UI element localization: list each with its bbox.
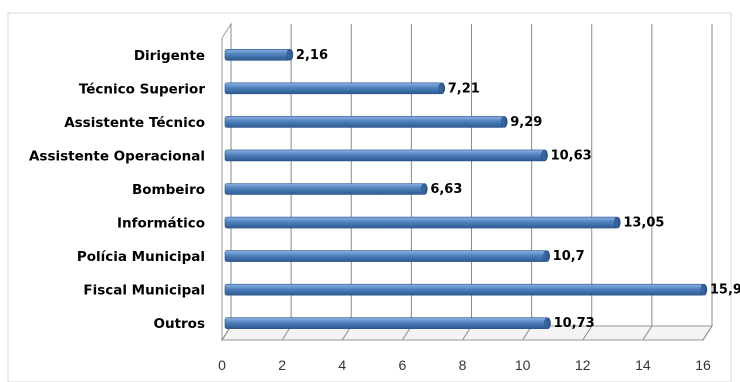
data-label: 7,21 xyxy=(448,81,480,96)
data-label: 10,73 xyxy=(554,316,595,331)
bar xyxy=(224,149,545,162)
x-tick-label: 16 xyxy=(695,357,711,373)
bar-end-cap xyxy=(286,48,294,61)
category-label: Bombeiro xyxy=(132,182,205,198)
x-tick-label: 12 xyxy=(575,357,591,373)
x-tick-label: 0 xyxy=(218,357,226,373)
gridline-floor xyxy=(642,325,653,341)
bar xyxy=(224,317,548,330)
bar xyxy=(224,48,291,61)
bar-end-cap xyxy=(541,149,548,162)
x-tick-label: 10 xyxy=(515,357,531,373)
bar-end-cap xyxy=(421,183,428,195)
bar-end-cap xyxy=(700,283,708,296)
category-label: Informático xyxy=(117,216,205,232)
x-tick-label: 8 xyxy=(459,357,467,373)
bar xyxy=(224,82,443,95)
category-label: Assistente Técnico xyxy=(64,115,205,131)
data-label: 2,16 xyxy=(296,48,328,63)
data-label: 13,05 xyxy=(623,216,664,231)
x-tick-label: 4 xyxy=(338,357,346,373)
x-tick-label: 14 xyxy=(635,357,651,373)
category-label: Assistente Operacional xyxy=(29,148,205,164)
category-label: Dirigente xyxy=(134,48,205,64)
category-label: Outros xyxy=(153,316,205,332)
data-label: 10,63 xyxy=(551,148,592,163)
bar xyxy=(224,283,705,296)
gridline-floor xyxy=(702,325,713,341)
bar-end-cap xyxy=(614,216,621,229)
data-label: 6,63 xyxy=(430,182,462,197)
category-label: Técnico Superior xyxy=(79,81,206,97)
data-label: 15,93 xyxy=(710,283,740,298)
bar xyxy=(224,216,618,229)
category-label: Polícia Municipal xyxy=(77,249,205,265)
x-tick-label: 2 xyxy=(278,357,286,373)
bar-end-cap xyxy=(438,82,446,95)
data-label: 9,29 xyxy=(510,115,542,130)
bar xyxy=(224,183,425,195)
chart-border xyxy=(7,12,732,382)
bar xyxy=(224,116,505,128)
category-label: Fiscal Municipal xyxy=(83,283,205,299)
bar xyxy=(224,250,547,262)
bar-end-cap xyxy=(500,116,508,128)
data-label: 10,7 xyxy=(553,249,585,264)
x-tick-label: 6 xyxy=(398,357,406,373)
bar-end-cap xyxy=(544,317,551,330)
gridline-floor xyxy=(582,325,593,341)
bar-end-cap xyxy=(543,250,550,262)
